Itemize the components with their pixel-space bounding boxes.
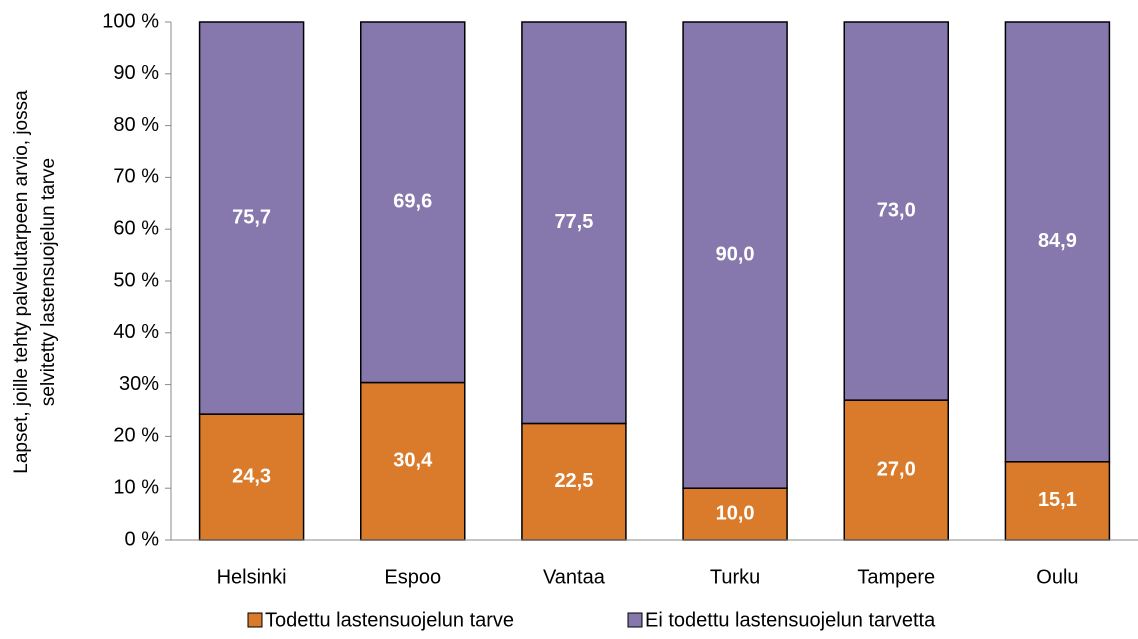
y-tick-label: 50 %	[113, 269, 159, 291]
x-tick-label: Helsinki	[217, 566, 287, 588]
data-label: 27,0	[877, 458, 916, 480]
legend-swatch	[627, 612, 643, 628]
legend-label: Ei todettu lastensuojelun tarvetta	[645, 609, 936, 631]
x-tick-label: Tampere	[857, 566, 935, 588]
y-axis-label: Lapset, joille tehty palvelutarpeen arvi…	[11, 90, 32, 474]
bar-segment	[682, 487, 788, 541]
y-tick-label: 70 %	[113, 166, 159, 188]
x-tick-label: Turku	[710, 566, 760, 588]
y-tick-label: 40 %	[113, 321, 159, 343]
bar-segment	[360, 21, 466, 384]
bar-segment	[1004, 461, 1111, 541]
x-tick-label: Espoo	[384, 566, 441, 588]
data-label: 22,5	[554, 470, 593, 492]
bar-segment	[521, 21, 627, 425]
y-tick-label: 90 %	[113, 62, 159, 84]
bar-segment	[682, 21, 788, 489]
x-tick-label: Vantaa	[543, 566, 606, 588]
y-tick-label: 30%	[119, 373, 159, 395]
data-label: 10,0	[716, 502, 755, 524]
legend-swatch	[247, 612, 263, 628]
y-tick-label: 100 %	[102, 10, 159, 32]
x-tick-label: Oulu	[1036, 566, 1078, 588]
data-label: 77,5	[554, 211, 593, 233]
y-tick-label: 60 %	[113, 217, 159, 239]
data-label: 24,3	[232, 465, 271, 487]
legend-label: Todettu lastensuojelun tarve	[265, 609, 514, 631]
bar-segment	[843, 21, 949, 401]
bar-segment	[198, 21, 305, 415]
y-tick-label: 10 %	[113, 476, 159, 498]
y-tick-label: 80 %	[113, 114, 159, 136]
bar-segment	[198, 413, 305, 541]
data-label: 30,4	[393, 450, 433, 472]
bar-segment	[1004, 21, 1111, 463]
data-label: 69,6	[393, 191, 432, 213]
data-label: 84,9	[1038, 230, 1077, 252]
data-label: 90,0	[716, 243, 755, 265]
y-tick-label: 20 %	[113, 425, 159, 447]
y-tick-label: 0 %	[125, 528, 160, 550]
data-label: 15,1	[1038, 489, 1077, 511]
data-label: 73,0	[877, 199, 916, 221]
data-label: 75,7	[232, 206, 271, 228]
y-axis-label: selvitetty lastensuojelun tarve	[38, 158, 59, 406]
